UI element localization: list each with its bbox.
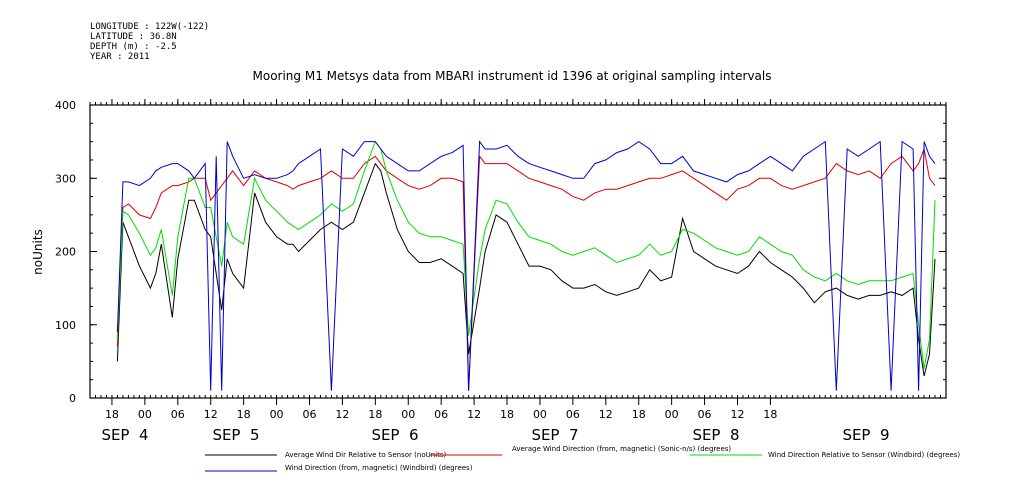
x-day-label: SEP 7	[531, 426, 578, 444]
x-tick-label: 12	[467, 408, 481, 421]
x-day-label: SEP 8	[692, 426, 739, 444]
x-tick-label: 06	[434, 408, 448, 421]
x-tick-label: 06	[698, 408, 712, 421]
x-day-label: SEP 9	[842, 426, 889, 444]
y-axis-label: noUnits	[31, 229, 45, 275]
x-tick-label: 18	[500, 408, 514, 421]
chart-title: Mooring M1 Metsys data from MBARI instru…	[253, 69, 772, 83]
y-tick-label: 200	[55, 246, 76, 259]
x-tick-label: 00	[138, 408, 152, 421]
x-tick-label: 18	[105, 408, 119, 421]
legend-label-2: Average Wind Direction (from, magnetic) …	[512, 445, 731, 453]
y-tick-label: 100	[55, 319, 76, 332]
y-tick-label: 400	[55, 99, 76, 112]
series-line-3	[116, 140, 936, 369]
x-day-label: SEP 5	[212, 426, 259, 444]
series-line-1	[116, 162, 936, 377]
x-tick-label: 06	[566, 408, 580, 421]
legend-label-1: Average Wind Dir Relative to Sensor (noU…	[285, 451, 446, 459]
y-tick-label: 0	[69, 392, 76, 405]
x-tick-label: 18	[237, 408, 251, 421]
legend-label-4: Wind Direction (from, magnetic) (Windbir…	[285, 464, 473, 472]
x-tick-label: 00	[533, 408, 547, 421]
x-tick-label: 00	[270, 408, 284, 421]
series-line-2	[116, 147, 936, 391]
x-tick-label: 06	[171, 408, 185, 421]
legend-label-3: Wind Direction Relative to Sensor (Windb…	[768, 451, 960, 459]
x-tick-label: 00	[665, 408, 679, 421]
x-tick-label: 12	[204, 408, 218, 421]
latitude-text: LATITUDE : 36.8N	[90, 32, 177, 42]
x-tick-label: 12	[599, 408, 613, 421]
plot-layer	[116, 140, 936, 391]
x-tick-label: 18	[632, 408, 646, 421]
x-tick-label: 12	[335, 408, 349, 421]
y-tick-label: 300	[55, 172, 76, 185]
series-line-4	[116, 140, 936, 391]
x-tick-label: 00	[401, 408, 415, 421]
depth-text: DEPTH (m) : -2.5	[90, 42, 177, 52]
year-text: YEAR : 2011	[90, 52, 150, 62]
x-day-label: SEP 4	[101, 426, 148, 444]
longitude-text: LONGITUDE : 122W(-122)	[90, 22, 209, 32]
legend: Average Wind Dir Relative to Sensor (noU…	[205, 445, 960, 472]
axis-layer: 0 100 200 300 400 18 00 06 12 18 00 06 12 18 00 06 12 18 0…	[55, 99, 947, 444]
x-tick-label: 18	[763, 408, 777, 421]
x-tick-label: 18	[368, 408, 382, 421]
x-day-label: SEP 6	[371, 426, 418, 444]
x-tick-label: 06	[302, 408, 316, 421]
x-tick-label: 12	[730, 408, 744, 421]
